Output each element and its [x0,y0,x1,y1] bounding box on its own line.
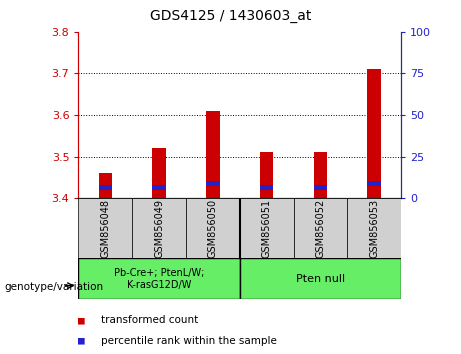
Text: GSM856049: GSM856049 [154,199,164,258]
Bar [186,198,240,258]
Bar [367,181,381,186]
Bar [367,69,381,198]
Text: GSM856050: GSM856050 [208,199,218,258]
Bar [294,198,347,258]
Bar [313,185,327,190]
Bar [240,198,294,258]
Bar [78,258,240,299]
Text: GSM856052: GSM856052 [315,199,325,258]
Bar [260,153,273,198]
Bar [99,173,112,198]
Bar [152,148,166,198]
Text: GDS4125 / 1430603_at: GDS4125 / 1430603_at [150,9,311,23]
Text: Pb-Cre+; PtenL/W;
K-rasG12D/W: Pb-Cre+; PtenL/W; K-rasG12D/W [114,268,204,290]
Text: GSM856053: GSM856053 [369,199,379,258]
Text: ■: ■ [78,315,85,325]
Text: GSM856048: GSM856048 [100,199,110,258]
Bar [132,198,186,258]
Bar [99,185,112,190]
Text: Pten null: Pten null [296,274,345,284]
Text: genotype/variation: genotype/variation [5,282,104,292]
Text: ■: ■ [78,336,85,346]
Bar [206,111,219,198]
Text: percentile rank within the sample: percentile rank within the sample [101,336,278,346]
Bar [260,185,273,190]
Bar [240,258,401,299]
Bar [313,153,327,198]
Text: transformed count: transformed count [101,315,199,325]
Bar [78,198,132,258]
Text: GSM856051: GSM856051 [261,199,272,258]
Bar [347,198,401,258]
Bar [206,181,219,186]
Bar [152,185,166,190]
